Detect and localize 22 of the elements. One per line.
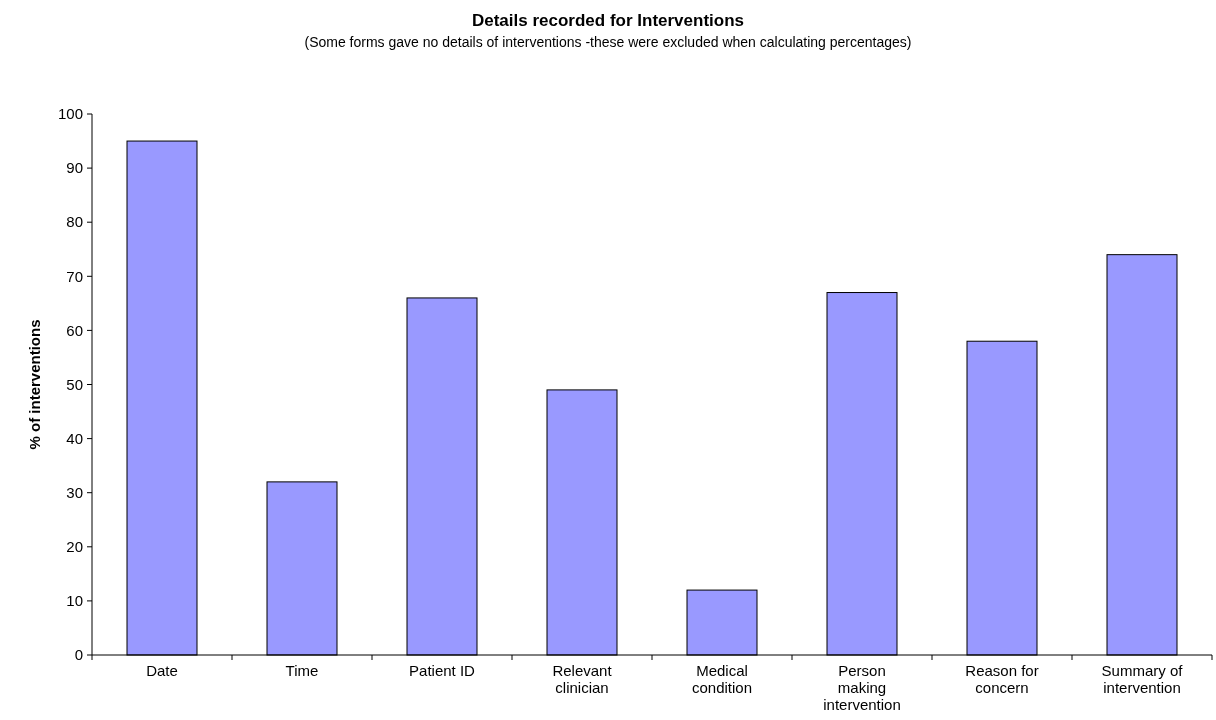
chart-title: Details recorded for Interventions: [471, 11, 745, 30]
y-tick-label: 40: [66, 429, 83, 447]
y-tick-label: 10: [66, 592, 83, 610]
y-tick-label: 90: [66, 159, 83, 177]
x-tick-label: Patient ID: [409, 662, 476, 679]
x-tick-label: Person making intervention: [823, 662, 901, 713]
x-tick-label: Medical condition: [691, 662, 753, 696]
y-tick-label: 30: [66, 483, 83, 501]
x-tick-label: Reason for concern: [965, 662, 1039, 696]
x-tick-label: Time: [285, 662, 319, 679]
y-tick-label: 60: [66, 321, 83, 339]
chart-subtitle: (Some forms gave no details of interventions -these were excluded when calculating percentages): [304, 34, 912, 50]
y-tick-label: 50: [66, 375, 83, 393]
y-tick-label: 100: [57, 105, 83, 123]
y-tick-label: 80: [66, 213, 83, 231]
y-tick-label: 70: [66, 267, 83, 285]
x-tick-label: Relevant clinician: [552, 662, 613, 696]
y-axis-title: % of interventions: [26, 319, 43, 450]
x-tick-label: Date: [146, 662, 178, 679]
x-tick-label: Summary of intervention: [1101, 662, 1184, 696]
y-tick-label: 0: [74, 646, 83, 664]
y-tick-label: 20: [66, 538, 83, 556]
